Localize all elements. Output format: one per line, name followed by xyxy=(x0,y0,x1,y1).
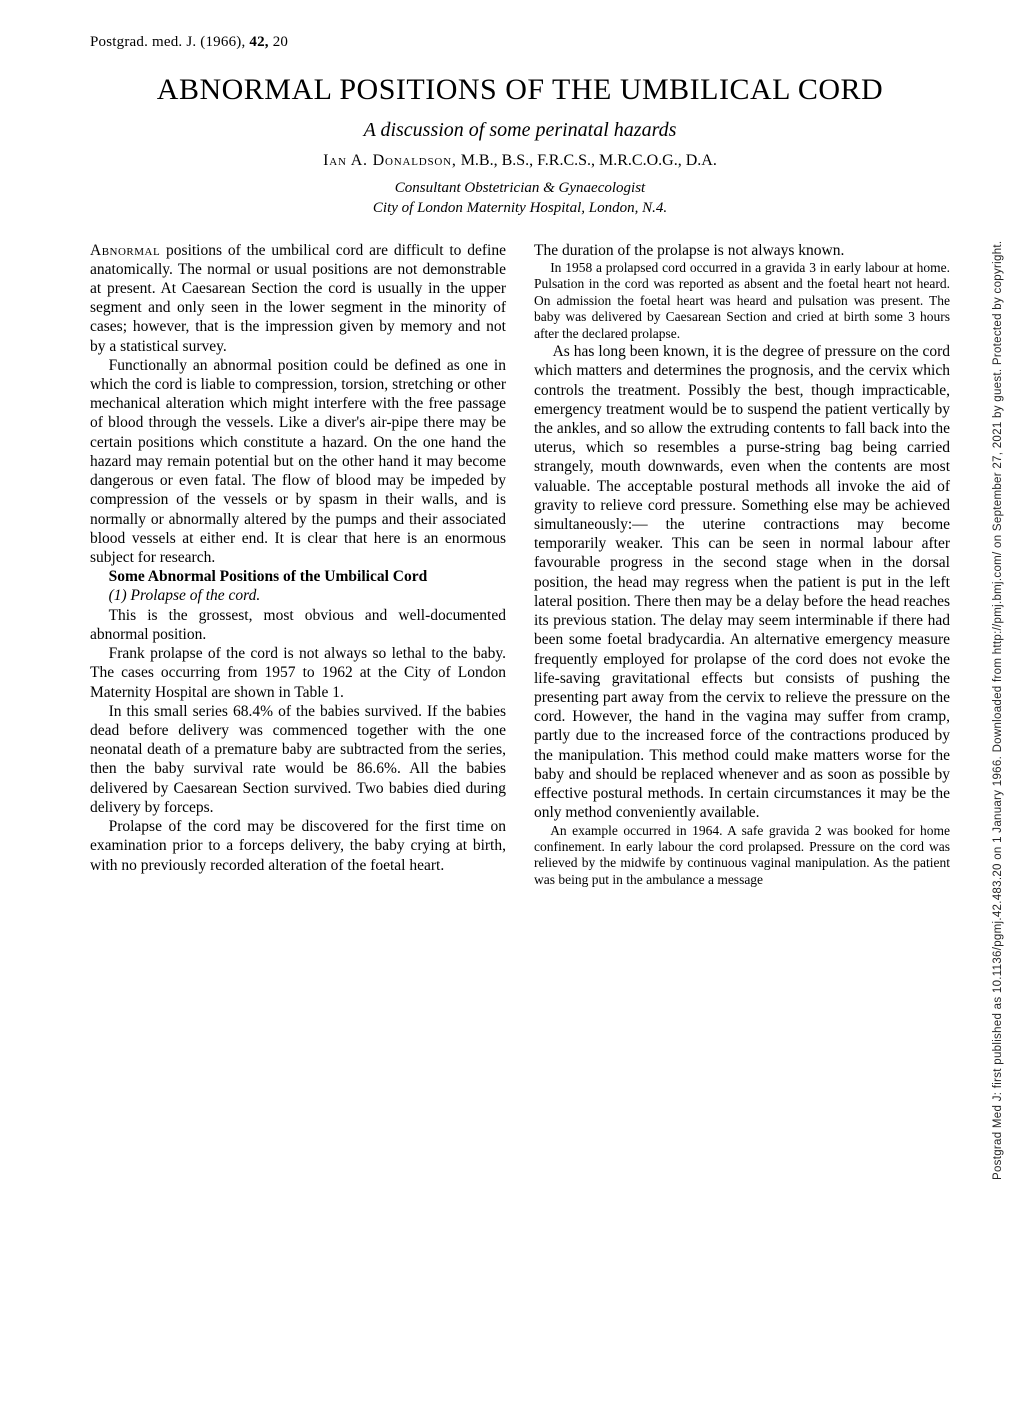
running-head: Postgrad. med. J. (1966), 42, 20 xyxy=(90,34,950,51)
affil-line-2: City of London Maternity Hospital, Londo… xyxy=(90,198,950,218)
case-report-small: In 1958 a prolapsed cord occurred in a g… xyxy=(534,260,950,342)
author-degrees: M.B., B.S., F.R.C.S., M.R.C.O.G., D.A. xyxy=(461,152,717,169)
article-subtitle: A discussion of some perinatal hazards xyxy=(90,119,950,142)
two-column-body: Abnormal positions of the umbilical cord… xyxy=(90,241,950,889)
case-text: In 1958 a prolapsed cord occurred in a g… xyxy=(534,260,950,342)
body-paragraph: This is the grossest, most obvious and w… xyxy=(90,606,506,644)
body-paragraph: Prolapse of the cord may be discovered f… xyxy=(90,817,506,875)
author-line: Ian A. Donaldson, M.B., B.S., F.R.C.S., … xyxy=(90,152,950,170)
right-column: The duration of the prolapse is not alwa… xyxy=(534,241,950,889)
page: Postgrad. med. J. (1966), 42, 20 ABNORMA… xyxy=(0,0,1020,1406)
body-paragraph: In this small series 68.4% of the babies… xyxy=(90,702,506,817)
lead-word: Abnormal xyxy=(90,242,160,259)
body-paragraph: Functionally an abnormal position could … xyxy=(90,356,506,567)
author-name: Ian A. Donaldson, xyxy=(323,152,457,169)
body-paragraph: The duration of the prolapse is not alwa… xyxy=(534,241,950,260)
body-paragraph: Abnormal positions of the umbilical cord… xyxy=(90,241,506,356)
case-text: An example occurred in 1964. A safe grav… xyxy=(534,823,950,889)
case-report-small: An example occurred in 1964. A safe grav… xyxy=(534,823,950,889)
affiliation: Consultant Obstetrician & Gynaecologist … xyxy=(90,178,950,219)
list-item-heading: (1) Prolapse of the cord. xyxy=(90,586,506,605)
rh-year: (1966), xyxy=(200,34,245,50)
rh-page: 20 xyxy=(273,34,288,50)
body-paragraph: Frank prolapse of the cord is not always… xyxy=(90,644,506,702)
affil-line-1: Consultant Obstetrician & Gynaecologist xyxy=(90,178,950,198)
left-column: Abnormal positions of the umbilical cord… xyxy=(90,241,506,889)
article-title: ABNORMAL POSITIONS OF THE UMBILICAL CORD xyxy=(90,73,950,107)
body-paragraph: As has long been known, it is the degree… xyxy=(534,342,950,822)
rh-volume: 42, xyxy=(249,34,268,50)
vertical-download-note: Postgrad Med J: first published as 10.11… xyxy=(992,60,1012,1360)
section-heading: Some Abnormal Positions of the Umbilical… xyxy=(90,567,506,586)
rh-journal: Postgrad. med. J. xyxy=(90,34,196,50)
